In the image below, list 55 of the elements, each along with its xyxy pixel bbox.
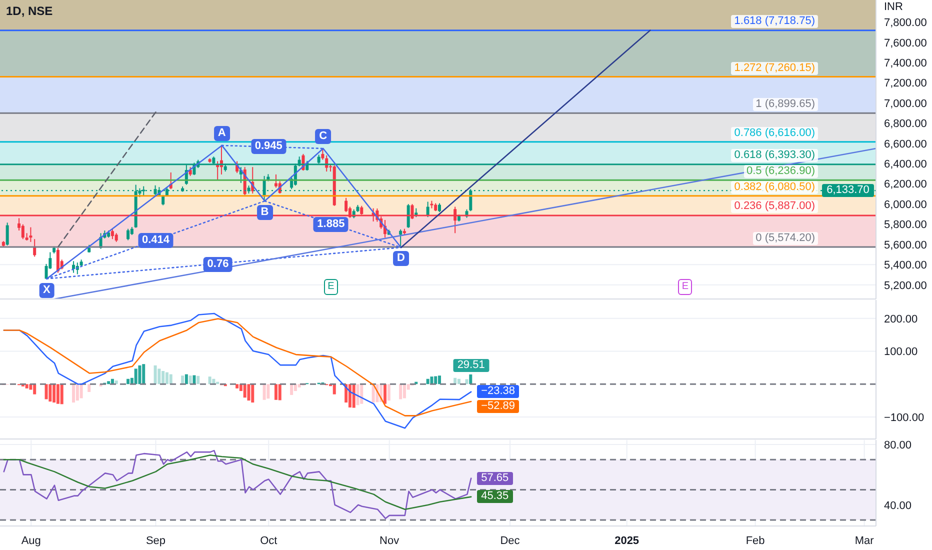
annotation: B <box>256 205 273 220</box>
ref-line-label: 0.382 (6,080.50) <box>731 180 818 194</box>
y-tick-label: 100.00 <box>884 346 918 358</box>
ref-line-label: 6,133.70 <box>822 184 874 198</box>
x-tick-label: Aug <box>21 535 41 547</box>
x-tick-label: Dec <box>500 535 520 547</box>
annotation: E <box>678 279 692 295</box>
y-tick-label: −100.00 <box>884 412 924 424</box>
ref-line-label: 0.5 (6,236.90) <box>744 165 818 178</box>
y-tick-label: 6,000.00 <box>884 198 927 211</box>
y-tick-label: 6,800.00 <box>884 118 927 130</box>
x-tick-label: Mar <box>854 535 874 547</box>
x-tick-label: Feb <box>746 535 765 547</box>
ref-line-label: 0 (5,574.20) <box>752 232 818 246</box>
data-label: 45.35 <box>477 490 513 504</box>
annotation: 0.76 <box>203 257 233 272</box>
x-tick-label: Sep <box>146 535 166 547</box>
annotation: X <box>39 282 54 298</box>
y-tick-label: 7,200.00 <box>884 78 927 90</box>
annotation: 0.414 <box>138 232 174 248</box>
y-tick-label: 6,400.00 <box>884 158 927 171</box>
y-tick-label: 6,200.00 <box>884 178 927 191</box>
y-tick-label: 80.00 <box>884 439 912 452</box>
x-tick-label: Nov <box>380 535 400 547</box>
annotation: E <box>324 279 338 295</box>
y-tick-label: 5,200.00 <box>884 280 927 292</box>
ref-line-label: 0.618 (6,393.30) <box>731 149 818 162</box>
data-label: 57.65 <box>477 472 513 485</box>
annotation: C <box>315 129 332 144</box>
annotation: 1.885 <box>313 216 349 232</box>
y-tick-label: 5,400.00 <box>884 260 927 272</box>
data-label: −52.89 <box>477 400 520 412</box>
annotation: A <box>214 126 230 142</box>
x-tick-label: 2025 <box>614 535 640 547</box>
y-tick-label: 7,000.00 <box>884 98 927 110</box>
annotation: 0.945 <box>250 138 286 154</box>
y-tick-label: 40.00 <box>884 500 912 512</box>
annotation: D <box>393 251 409 266</box>
data-label: −23.38 <box>477 385 520 398</box>
ref-line-label: 1 (6,899.65) <box>752 98 818 112</box>
y-tick-label: 5,800.00 <box>884 219 927 232</box>
ref-line-label: 0.786 (6,616.00) <box>731 126 818 140</box>
y-tick-label: 7,400.00 <box>884 58 927 70</box>
text: INR <box>882 1 905 14</box>
ref-line-label: 0.236 (5,887.00) <box>731 200 818 214</box>
y-tick-label: 7,600.00 <box>884 37 927 50</box>
y-tick-label: 200.00 <box>884 313 918 326</box>
x-tick-label: Oct <box>260 535 278 547</box>
y-tick-label: 5,600.00 <box>884 239 927 252</box>
chart-title: 1D, NSE <box>6 4 53 18</box>
ref-line-label: 1.272 (7,260.15) <box>731 62 818 75</box>
y-tick-label: 7,800.00 <box>884 17 927 30</box>
ref-line-label: 1.618 (7,718.75) <box>731 15 818 28</box>
y-tick-label: 6,600.00 <box>884 138 927 150</box>
data-label: 29.51 <box>453 359 489 372</box>
